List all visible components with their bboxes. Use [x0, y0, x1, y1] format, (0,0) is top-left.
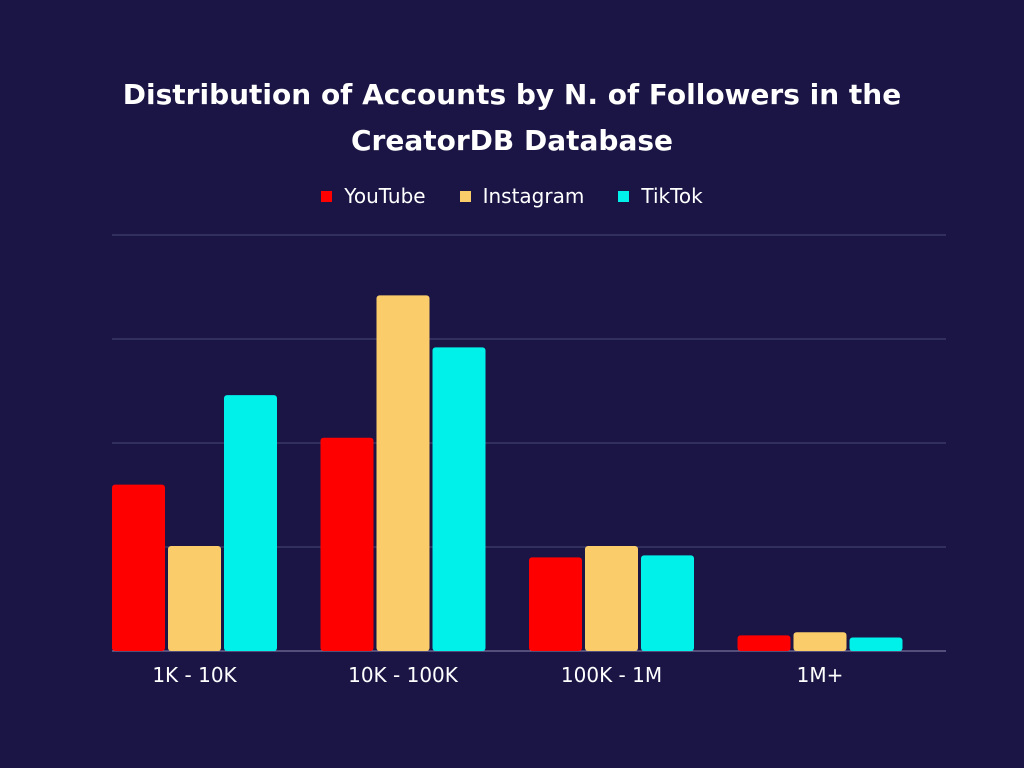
legend-label-youtube: YouTube [344, 184, 426, 208]
x-tick-label: 1M+ [797, 663, 844, 687]
bar-instagram-1 [376, 295, 430, 651]
bar-instagram-2 [585, 545, 638, 651]
legend-label-instagram: Instagram [482, 184, 585, 208]
bar-tiktok-2 [641, 555, 694, 651]
bar-youtube-1 [320, 437, 374, 651]
legend-label-tiktok: TikTok [641, 184, 703, 208]
legend-swatch-tiktok [618, 190, 630, 202]
legend-item-instagram: Instagram [459, 184, 585, 208]
bar-youtube-3 [737, 635, 791, 651]
bar-tiktok-1 [432, 347, 486, 651]
bar-instagram-3 [793, 632, 847, 651]
legend-swatch-youtube [321, 190, 333, 202]
legend-item-tiktok: TikTok [618, 184, 703, 208]
bar-tiktok-3 [849, 637, 903, 651]
legend-item-youtube: YouTube [321, 184, 426, 208]
x-tick-label: 10K - 100K [348, 663, 459, 687]
bar-tiktok-0 [224, 395, 277, 651]
chart-legend: YouTube Instagram TikTok [0, 184, 1024, 208]
x-tick-label: 100K - 1M [561, 663, 662, 687]
chart-title: Distribution of Accounts by N. of Follow… [122, 78, 902, 157]
bar-instagram-0 [168, 545, 221, 651]
legend-swatch-instagram [459, 190, 471, 202]
bar-youtube-2 [529, 557, 582, 651]
bar-youtube-0 [112, 484, 165, 651]
x-tick-label: 1K - 10K [152, 663, 237, 687]
